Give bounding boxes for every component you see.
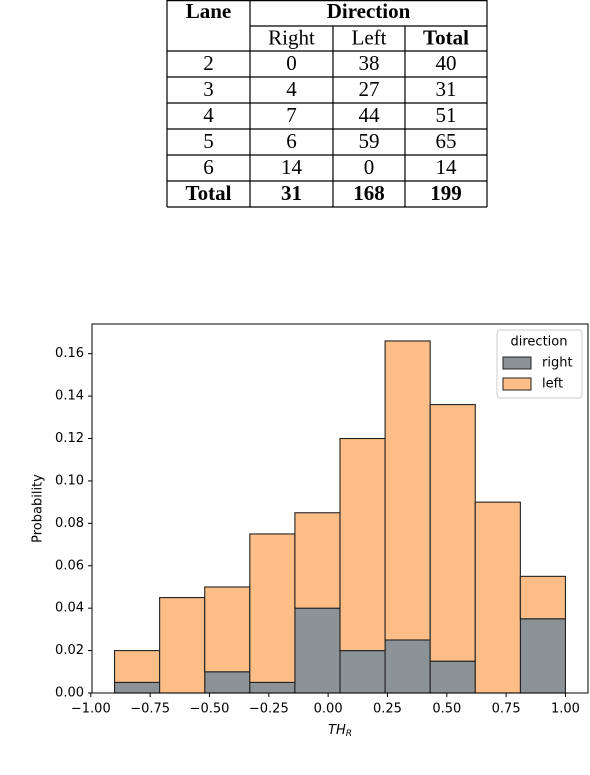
table-cell: 4 xyxy=(203,103,214,127)
bar xyxy=(384,340,431,641)
x-axis-label: THR xyxy=(328,723,352,739)
table-cell: 2 xyxy=(203,51,214,75)
x-tick-label: 1.00 xyxy=(551,702,580,717)
y-tick-label: 0.04 xyxy=(55,601,84,616)
x-tick-label: 0.50 xyxy=(432,702,461,717)
legend-label: left xyxy=(542,377,563,392)
bar xyxy=(339,650,386,694)
x-tick-label: −0.50 xyxy=(190,702,230,717)
table-cell: 6 xyxy=(286,129,297,153)
legend-swatch xyxy=(502,356,532,370)
bar xyxy=(249,533,296,683)
bar xyxy=(113,650,161,683)
table-cell: 31 xyxy=(436,77,457,101)
x-axis-label-sub: R xyxy=(346,729,352,739)
bar xyxy=(113,681,161,694)
table-subheader: Total xyxy=(423,25,469,49)
bar xyxy=(204,671,251,694)
bar xyxy=(474,501,521,694)
legend-swatch xyxy=(502,377,532,391)
table-cell: 4 xyxy=(286,77,297,101)
y-tick-label: 0.06 xyxy=(55,558,84,573)
table-subheader: Left xyxy=(352,25,387,49)
x-tick-label: 0.75 xyxy=(492,702,521,717)
bar xyxy=(204,586,251,673)
bar xyxy=(384,639,431,694)
table-header: Lane xyxy=(186,0,232,23)
table-cell: 40 xyxy=(436,51,457,75)
y-tick-label: 0.02 xyxy=(55,643,84,658)
bar xyxy=(429,660,476,694)
y-axis-label: Probability xyxy=(31,474,46,543)
bar xyxy=(294,607,341,694)
table-cell: 14 xyxy=(281,155,303,179)
table-cell: 5 xyxy=(203,129,214,153)
bar xyxy=(159,597,206,694)
table-header: Direction xyxy=(327,0,411,23)
legend-title: direction xyxy=(511,335,568,350)
table-cell: 59 xyxy=(359,129,380,153)
y-tick-label: 0.10 xyxy=(55,473,84,488)
bar xyxy=(249,681,296,694)
plot-frame xyxy=(91,323,589,694)
table-cell: 27 xyxy=(359,77,380,101)
table-cell: 65 xyxy=(436,129,457,153)
table-cell: 44 xyxy=(359,103,381,127)
y-tick-label: 0.12 xyxy=(55,431,84,446)
table-cell: 51 xyxy=(436,103,457,127)
table-cell: 7 xyxy=(286,103,297,127)
x-tick-label: −1.00 xyxy=(71,702,111,717)
legend-label: right xyxy=(542,356,573,371)
table-cell: 0 xyxy=(364,155,375,179)
bar xyxy=(519,618,567,694)
table-total: 168 xyxy=(353,181,385,205)
table-cell: 3 xyxy=(203,77,214,101)
table-cell: 6 xyxy=(203,155,214,179)
x-tick-label: −0.75 xyxy=(130,702,170,717)
y-tick-label: 0.00 xyxy=(55,686,84,701)
table-total: 31 xyxy=(281,181,302,205)
y-tick-label: 0.16 xyxy=(55,346,84,361)
x-tick-label: 0.25 xyxy=(373,702,402,717)
table-total: Total xyxy=(186,181,232,205)
table-total: 199 xyxy=(430,181,462,205)
x-tick-label: 0.00 xyxy=(314,702,343,717)
x-axis-label-main: TH xyxy=(328,723,346,738)
y-tick-label: 0.14 xyxy=(55,389,84,404)
x-tick-label: −0.25 xyxy=(249,702,289,717)
y-tick-label: 0.08 xyxy=(55,516,84,531)
table-cell: 38 xyxy=(359,51,380,75)
bar xyxy=(429,404,476,662)
bar xyxy=(519,575,567,620)
table-cell: 14 xyxy=(436,155,458,179)
table-cell: 0 xyxy=(286,51,297,75)
bar xyxy=(294,512,341,609)
bar xyxy=(339,437,386,652)
table-subheader: Right xyxy=(268,25,315,49)
